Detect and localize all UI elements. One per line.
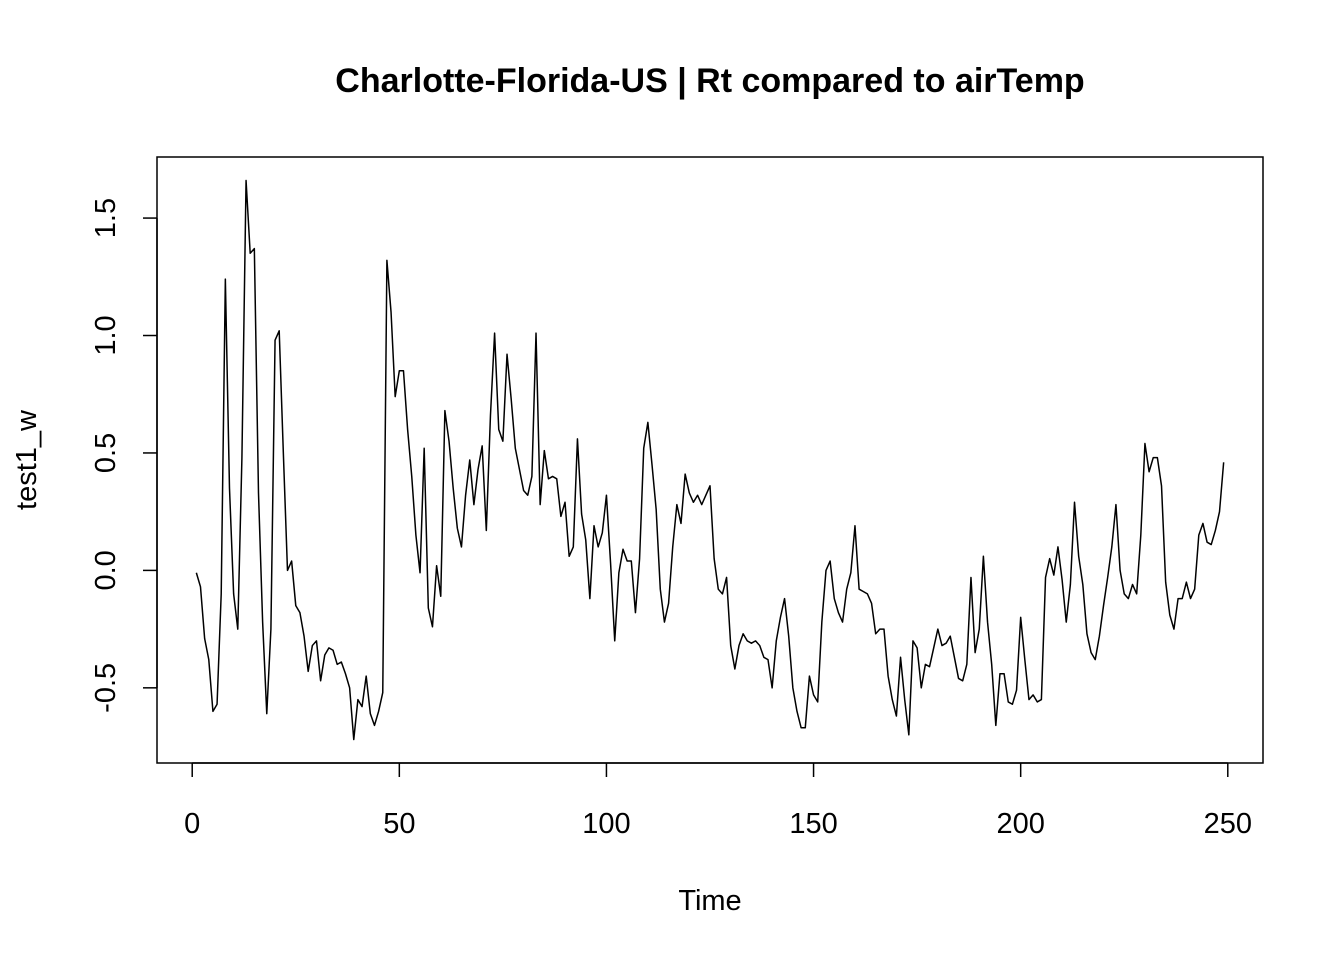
y-axis-label: test1_w — [11, 409, 43, 510]
x-tick-label: 100 — [582, 808, 630, 840]
x-tick-label: 50 — [383, 808, 415, 840]
y-tick-label: -0.5 — [90, 663, 122, 713]
y-axis-ticks: -0.5 0.0 0.5 1.0 1.5 — [90, 198, 157, 713]
plot-area-frame — [156, 156, 1264, 764]
x-axis-ticks: 0 50 100 150 200 250 — [184, 763, 1252, 840]
y-tick-label: 1.5 — [90, 198, 122, 238]
series-points — [195, 179, 1224, 740]
x-tick-label: 200 — [996, 808, 1044, 840]
x-axis-label: Time — [678, 885, 741, 917]
x-tick-label: 250 — [1204, 808, 1252, 840]
y-tick-label: 0.0 — [90, 550, 122, 590]
y-tick-label: 0.5 — [90, 433, 122, 473]
y-tick-label: 1.0 — [90, 315, 122, 355]
chart-title: Charlotte-Florida-US | Rt compared to ai… — [335, 62, 1084, 100]
x-tick-label: 0 — [184, 808, 200, 840]
x-tick-label: 150 — [789, 808, 837, 840]
series-line — [195, 179, 1225, 741]
